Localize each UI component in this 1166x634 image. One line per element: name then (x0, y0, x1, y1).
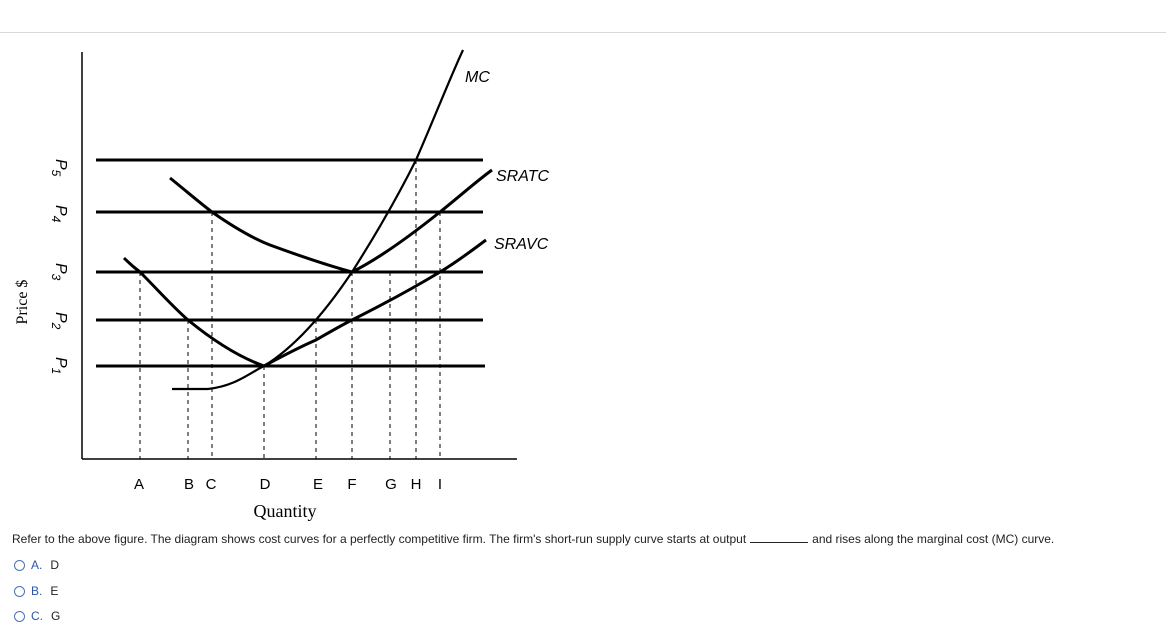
quantity-label-a: A (134, 476, 144, 493)
quantity-label-b: B (184, 476, 194, 493)
option-c-value: G (51, 609, 61, 623)
option-a-radio[interactable] (14, 559, 25, 571)
option-c-letter: C. (31, 609, 43, 623)
y-axis-label: Price $ (14, 280, 31, 325)
quantity-label-i: I (438, 476, 442, 493)
question-text-before: Refer to the above figure. The diagram s… (12, 532, 747, 546)
quantity-labels: A B C D E F G H I (134, 476, 442, 493)
quantity-label-f: F (347, 476, 356, 493)
option-b-radio[interactable] (14, 585, 25, 597)
option-a-letter: A. (31, 558, 43, 572)
sravc-curve (122, 238, 487, 368)
option-a[interactable]: A. D (14, 558, 59, 572)
price-label-p5: P5 (49, 159, 69, 177)
question-text-after: and rises along the marginal cost (MC) c… (812, 532, 1055, 546)
quantity-label-e: E (313, 476, 323, 493)
quantity-label-c: C (206, 476, 217, 493)
option-b[interactable]: B. E (14, 584, 58, 598)
price-labels: P5 P4 P3 P2 P1 (49, 159, 69, 374)
price-label-p3: P3 (49, 263, 69, 281)
price-label-p4: P4 (49, 205, 69, 223)
top-divider (0, 32, 1166, 33)
question-text: Refer to the above figure. The diagram s… (12, 532, 1054, 546)
sravc-curve-label: SRAVC (494, 236, 549, 253)
quantity-dashed-lines (139, 160, 441, 459)
mc-curve-label: MC (465, 69, 490, 86)
answer-blank (750, 532, 809, 543)
x-axis-label: Quantity (254, 501, 317, 521)
quantity-label-h: H (411, 476, 422, 493)
option-a-value: D (50, 558, 60, 572)
quantity-label-g: G (385, 476, 397, 493)
sratc-curve (169, 168, 493, 274)
price-label-p1: P1 (49, 357, 69, 374)
sratc-curve-label: SRATC (496, 168, 549, 185)
option-b-letter: B. (31, 584, 43, 598)
option-c-radio[interactable] (14, 610, 25, 622)
cost-curves-diagram: MC SRATC SRAVC P5 P4 P3 P2 P1 Price $ A … (14, 49, 549, 521)
quantity-label-d: D (260, 476, 271, 493)
price-lines (96, 158, 485, 368)
option-c[interactable]: C. G (14, 609, 60, 623)
option-b-value: E (50, 584, 59, 598)
price-label-p2: P2 (49, 312, 69, 330)
